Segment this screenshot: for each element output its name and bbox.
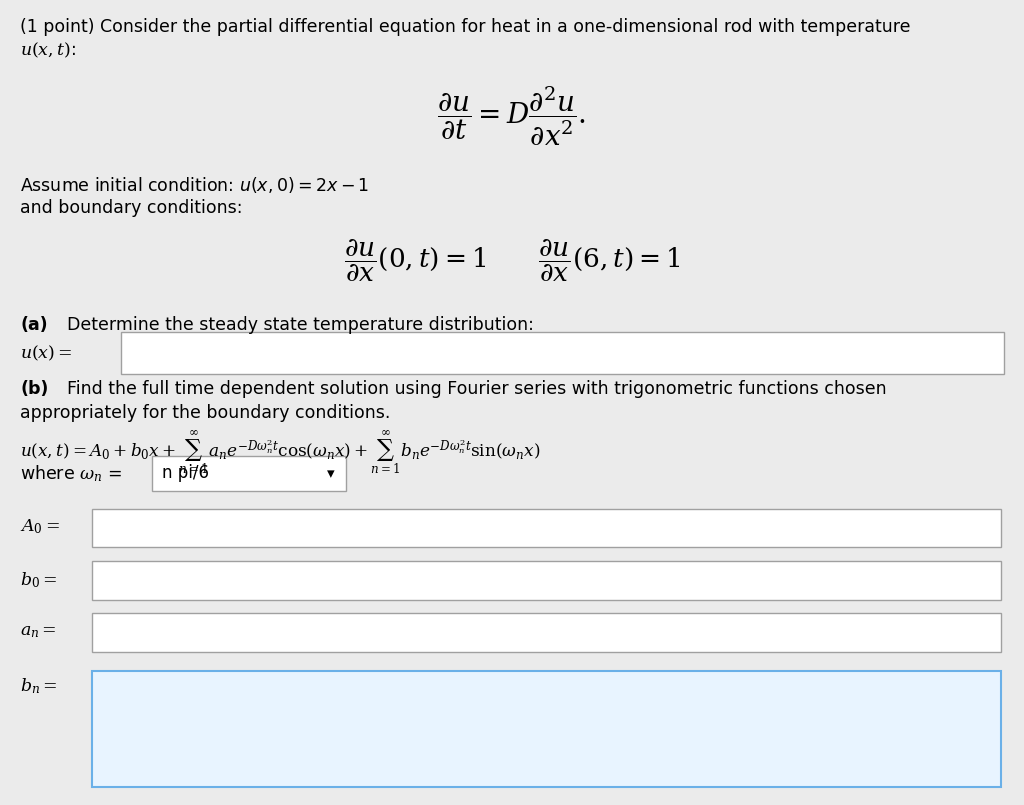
Text: ▾: ▾ <box>327 466 335 481</box>
Text: $\dfrac{\partial u}{\partial t} = D\dfrac{\partial^2 u}{\partial x^2}.$: $\dfrac{\partial u}{\partial t} = D\dfra… <box>437 85 587 147</box>
Text: Determine the steady state temperature distribution:: Determine the steady state temperature d… <box>67 316 534 334</box>
Text: $u(x) =$: $u(x) =$ <box>20 344 73 363</box>
Text: Find the full time dependent solution using Fourier series with trigonometric fu: Find the full time dependent solution us… <box>67 380 886 398</box>
Text: $b_n =$: $b_n =$ <box>20 676 58 696</box>
Text: (1 point) Consider the partial differential equation for heat in a one-dimension: (1 point) Consider the partial different… <box>20 18 911 35</box>
FancyBboxPatch shape <box>92 509 1001 547</box>
FancyBboxPatch shape <box>92 561 1001 600</box>
Text: $\dfrac{\partial u}{\partial x}(0,t) = 1 \qquad \dfrac{\partial u}{\partial x}(6: $\dfrac{\partial u}{\partial x}(0,t) = 1… <box>344 237 680 283</box>
FancyBboxPatch shape <box>152 456 346 491</box>
FancyBboxPatch shape <box>92 613 1001 652</box>
Text: $A_0 =$: $A_0 =$ <box>20 517 60 535</box>
Text: $b_0 =$: $b_0 =$ <box>20 570 57 589</box>
FancyBboxPatch shape <box>121 332 1004 374</box>
Text: $u(x,t) = A_0 + b_0 x + \sum_{n=1}^{\infty} a_n e^{-D\omega_n^2 t}\cos(\omega_n : $u(x,t) = A_0 + b_0 x + \sum_{n=1}^{\inf… <box>20 428 541 476</box>
Text: where $\omega_n$ =: where $\omega_n$ = <box>20 463 123 484</box>
FancyBboxPatch shape <box>92 671 1001 787</box>
Text: and boundary conditions:: and boundary conditions: <box>20 199 243 217</box>
Text: appropriately for the boundary conditions.: appropriately for the boundary condition… <box>20 404 391 422</box>
Text: (a): (a) <box>20 316 48 334</box>
Text: (b): (b) <box>20 380 49 398</box>
Text: $a_n =$: $a_n =$ <box>20 622 57 640</box>
Text: n pi/6: n pi/6 <box>162 464 209 482</box>
Text: Assume initial condition: $u(x,0) = 2x - 1$: Assume initial condition: $u(x,0) = 2x -… <box>20 175 370 195</box>
Text: $u(x,t)$:: $u(x,t)$: <box>20 40 77 60</box>
